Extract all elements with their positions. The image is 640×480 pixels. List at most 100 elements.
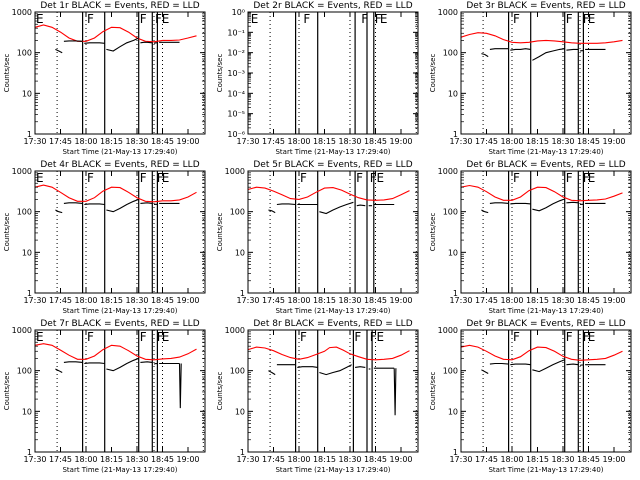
flag-label: F <box>155 12 162 26</box>
flag-label: E <box>162 171 170 185</box>
series-line-events <box>84 362 105 365</box>
flag-label: F <box>361 12 368 26</box>
panel-8: Det 8r BLACK = Events, RED = LLD Counts/s… <box>216 319 419 474</box>
x-axis-label: Start Time (21-May-13 17:29:40) <box>275 148 390 156</box>
plot-frame <box>460 11 632 135</box>
y-tick-label: 1 <box>27 130 32 139</box>
y-tick-label: 10⁻¹ <box>227 28 245 37</box>
x-axis-label: Start Time (21-May-13 17:29:40) <box>62 466 177 474</box>
x-tick-label: 18:45 <box>151 455 174 464</box>
flag-label: E <box>380 12 388 26</box>
y-tick-label: 100 <box>17 208 32 217</box>
panel-9: Det 9r BLACK = Events, RED = LLD Counts/s… <box>429 319 632 474</box>
y-tick-label: 100 <box>443 208 458 217</box>
panel-title: Det 2r BLACK = Events, RED = LLD <box>253 1 412 11</box>
flag-label: F <box>513 171 520 185</box>
plot-frame <box>34 170 206 294</box>
x-tick-label: 19:00 <box>602 296 625 305</box>
series-line-events <box>268 370 276 376</box>
series-line-events <box>510 48 531 51</box>
flag-label: F <box>157 171 164 185</box>
y-axis-label: Counts/sec <box>3 54 11 93</box>
series-line-events <box>106 357 139 372</box>
x-tick-label: 17:30 <box>236 137 259 146</box>
y-tick-label: 1 <box>27 289 32 298</box>
x-tick-label: 17:45 <box>49 455 72 464</box>
flag-label: E <box>36 171 44 185</box>
y-tick-label: 1000 <box>438 326 458 335</box>
x-tick-label: 17:45 <box>49 137 72 146</box>
x-tick-label: 17:45 <box>262 137 285 146</box>
series-line-events <box>356 204 366 207</box>
x-tick-label: 19:00 <box>389 137 412 146</box>
y-tick-label: 1000 <box>225 326 245 335</box>
y-axis-label: Counts/sec <box>429 54 437 93</box>
y-tick-label: 1 <box>27 448 32 457</box>
x-tick-label: 18:15 <box>526 137 549 146</box>
x-tick-label: 18:45 <box>151 137 174 146</box>
series-line-events <box>393 368 397 416</box>
y-tick-label: 10⁰ <box>232 8 245 17</box>
flag-label: F <box>583 171 590 185</box>
series-line-events <box>63 202 83 204</box>
y-axis-label: Counts/sec <box>3 213 11 252</box>
panel-title: Det 4r BLACK = Events, RED = LLD <box>40 160 199 170</box>
plot-frame <box>247 329 419 453</box>
series-line-events <box>106 198 139 213</box>
series-line-events <box>84 203 105 206</box>
panel-4: Det 4r BLACK = Events, RED = LLD Counts/s… <box>3 160 206 315</box>
x-axis-label: Start Time (21-May-13 17:29:40) <box>275 307 390 315</box>
flag-label: F <box>566 171 573 185</box>
plot-frame <box>460 170 632 294</box>
series-line-lld <box>460 32 623 44</box>
series-line-events <box>489 362 509 365</box>
plot-frame <box>34 11 206 135</box>
x-axis-label: Start Time (21-May-13 17:29:40) <box>488 148 603 156</box>
x-tick-label: 19:00 <box>176 296 199 305</box>
x-tick-label: 17:30 <box>449 296 472 305</box>
series-line-events <box>532 359 565 373</box>
x-tick-label: 18:00 <box>74 137 97 146</box>
x-tick-label: 18:15 <box>526 296 549 305</box>
flag-label: E <box>162 330 170 344</box>
y-tick-label: 10⁻⁶ <box>227 130 245 139</box>
x-tick-label: 18:15 <box>313 455 336 464</box>
flag-label: F <box>140 330 147 344</box>
series-line-events <box>532 48 565 61</box>
series-line-events <box>481 369 489 374</box>
panel-title: Det 9r BLACK = Events, RED = LLD <box>466 319 625 329</box>
flag-label: E <box>588 330 596 344</box>
x-tick-label: 18:00 <box>500 296 523 305</box>
flag-label: F <box>140 12 147 26</box>
panel-title: Det 6r BLACK = Events, RED = LLD <box>466 160 625 170</box>
x-tick-label: 18:45 <box>577 296 600 305</box>
x-axis-label: Start Time (21-May-13 17:29:40) <box>62 148 177 156</box>
series-line-events <box>481 53 489 58</box>
x-tick-label: 18:15 <box>100 455 123 464</box>
series-line-events <box>153 42 158 44</box>
y-tick-label: 10 <box>22 89 32 98</box>
flag-label: F <box>87 12 94 26</box>
series-line-events <box>153 362 158 365</box>
flag-label: E <box>377 171 385 185</box>
x-tick-label: 18:30 <box>125 137 148 146</box>
x-tick-label: 19:00 <box>389 296 412 305</box>
flag-label: F <box>300 330 307 344</box>
y-tick-label: 1000 <box>12 8 32 17</box>
flag-label: E <box>377 330 385 344</box>
x-tick-label: 18:45 <box>364 455 387 464</box>
series-line-events <box>55 209 63 214</box>
x-tick-label: 19:00 <box>176 455 199 464</box>
y-tick-label: 1000 <box>225 167 245 176</box>
x-tick-label: 17:30 <box>449 137 472 146</box>
series-line-events <box>140 361 153 363</box>
x-axis-label: Start Time (21-May-13 17:29:40) <box>275 466 390 474</box>
x-tick-label: 18:00 <box>74 455 97 464</box>
x-tick-label: 18:30 <box>338 455 361 464</box>
x-tick-label: 18:30 <box>551 296 574 305</box>
flag-label: E <box>162 12 170 26</box>
y-tick-label: 100 <box>230 208 245 217</box>
x-tick-label: 17:30 <box>23 455 46 464</box>
y-tick-label: 10 <box>22 407 32 416</box>
series-line-events <box>319 201 354 215</box>
